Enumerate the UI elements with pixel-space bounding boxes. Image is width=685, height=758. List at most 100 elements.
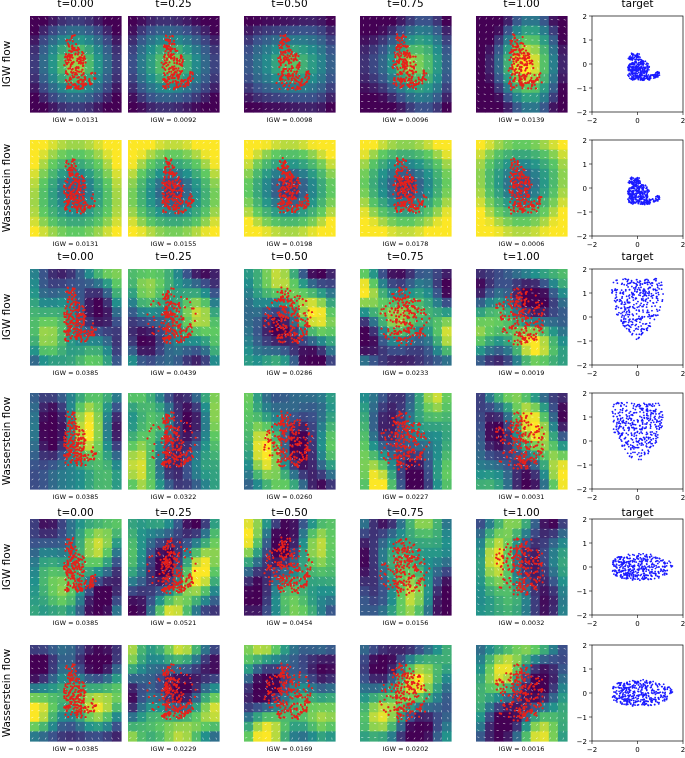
flow-panel xyxy=(244,645,336,742)
flow-panel xyxy=(244,16,336,113)
igw-value: IGW = 0.0032 xyxy=(499,619,545,627)
tick-label: −2 xyxy=(587,620,597,628)
tick-label: 0 xyxy=(583,564,587,572)
igw-value: IGW = 0.0169 xyxy=(267,745,313,753)
tick-label: 2 xyxy=(681,494,685,502)
column-title: target xyxy=(622,0,654,10)
igw-value: IGW = 0.0454 xyxy=(267,619,313,627)
igw-value: IGW = 0.0031 xyxy=(499,493,545,501)
igw-value: IGW = 0.0385 xyxy=(53,745,99,753)
flow-panel xyxy=(244,140,336,237)
flow-panel xyxy=(476,140,568,237)
flow-panel xyxy=(360,16,452,113)
column-title: t=0.75 xyxy=(387,251,423,263)
flow-panel xyxy=(476,645,568,742)
flow-panel xyxy=(30,393,122,490)
flow-panel xyxy=(244,269,336,366)
tick-label: −2 xyxy=(587,746,597,754)
flow-panel xyxy=(360,393,452,490)
tick-label: 1 xyxy=(583,290,587,298)
igw-value: IGW = 0.0098 xyxy=(267,116,313,124)
flow-panel xyxy=(128,16,220,113)
flow-panel xyxy=(128,645,220,742)
igw-value: IGW = 0.0385 xyxy=(53,493,99,501)
column-title: target xyxy=(622,251,654,263)
igw-value: IGW = 0.0092 xyxy=(151,116,197,124)
tick-label: 2 xyxy=(681,620,685,628)
column-title: t=0.75 xyxy=(387,0,423,10)
tick-label: 2 xyxy=(681,746,685,754)
tick-label: 2 xyxy=(583,390,587,398)
tick-label: 2 xyxy=(583,516,587,524)
tick-label: −2 xyxy=(577,362,587,370)
tick-label: 0 xyxy=(583,314,587,322)
column-title: t=0.50 xyxy=(271,251,307,263)
igw-value: IGW = 0.0229 xyxy=(151,745,197,753)
column-title: t=0.25 xyxy=(155,251,191,263)
flow-panel xyxy=(360,140,452,237)
row-label: IGW flow xyxy=(1,543,13,590)
tick-label: 2 xyxy=(583,642,587,650)
tick-label: −1 xyxy=(577,209,587,217)
tick-label: 0 xyxy=(635,370,639,378)
column-title: t=1.00 xyxy=(503,0,539,10)
tick-label: 2 xyxy=(583,137,587,145)
column-title: t=0.00 xyxy=(57,507,93,519)
tick-label: −2 xyxy=(577,486,587,494)
igw-value: IGW = 0.0233 xyxy=(383,369,429,377)
flow-panel xyxy=(128,269,220,366)
row-label: IGW flow xyxy=(1,40,13,87)
flow-panel xyxy=(128,519,220,616)
tick-label: −2 xyxy=(587,241,597,249)
tick-label: 0 xyxy=(635,241,639,249)
flow-panel xyxy=(30,645,122,742)
flow-panel xyxy=(30,16,122,113)
column-title: t=0.50 xyxy=(271,0,307,10)
row-label: Wasserstein flow xyxy=(1,143,13,232)
tick-label: 0 xyxy=(583,185,587,193)
column-title: t=0.50 xyxy=(271,507,307,519)
column-title: t=0.25 xyxy=(155,0,191,10)
flow-panel xyxy=(128,140,220,237)
flow-panel xyxy=(360,645,452,742)
igw-value: IGW = 0.0139 xyxy=(499,116,545,124)
flow-panel xyxy=(244,393,336,490)
tick-label: 0 xyxy=(583,438,587,446)
tick-label: −2 xyxy=(587,494,597,502)
row-label: IGW flow xyxy=(1,293,13,340)
tick-label: 2 xyxy=(583,13,587,21)
row-label: Wasserstein flow xyxy=(1,396,13,485)
flow-panel xyxy=(30,269,122,366)
tick-label: 0 xyxy=(583,61,587,69)
igw-value: IGW = 0.0385 xyxy=(53,369,99,377)
igw-value: IGW = 0.0322 xyxy=(151,493,197,501)
tick-label: 1 xyxy=(583,37,587,45)
column-title: t=1.00 xyxy=(503,507,539,519)
igw-value: IGW = 0.0131 xyxy=(53,240,99,248)
tick-label: 2 xyxy=(681,370,685,378)
igw-value: IGW = 0.0286 xyxy=(267,369,313,377)
tick-label: 0 xyxy=(635,117,639,125)
igw-value: IGW = 0.0019 xyxy=(499,369,545,377)
igw-value: IGW = 0.0385 xyxy=(53,619,99,627)
igw-value: IGW = 0.0178 xyxy=(383,240,429,248)
flow-panel xyxy=(360,519,452,616)
igw-value: IGW = 0.0198 xyxy=(267,240,313,248)
tick-label: −2 xyxy=(577,233,587,241)
flow-panel xyxy=(476,519,568,616)
flow-panel xyxy=(476,393,568,490)
igw-value: IGW = 0.0006 xyxy=(499,240,545,248)
igw-value: IGW = 0.0521 xyxy=(151,619,197,627)
tick-label: 2 xyxy=(681,241,685,249)
column-title: t=1.00 xyxy=(503,251,539,263)
tick-label: 0 xyxy=(635,620,639,628)
igw-value: IGW = 0.0096 xyxy=(383,116,429,124)
tick-label: −2 xyxy=(587,117,597,125)
tick-label: 1 xyxy=(583,161,587,169)
